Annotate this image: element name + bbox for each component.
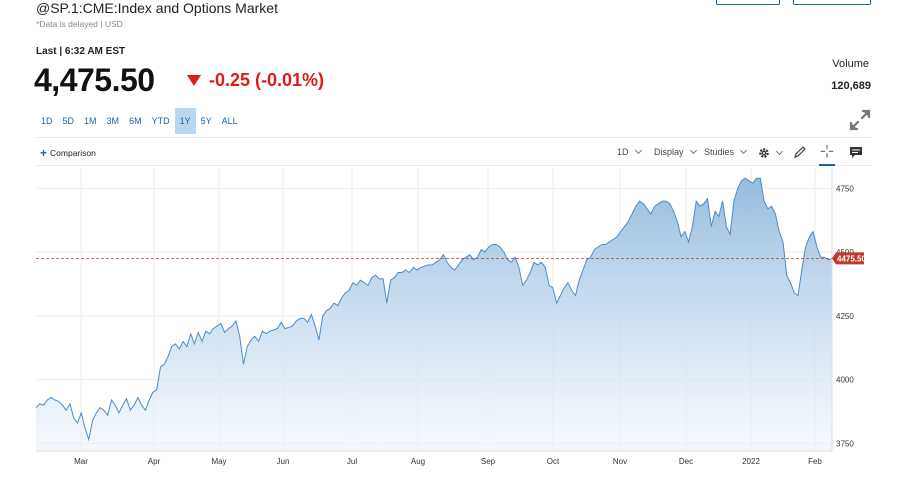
y-tick-label: 3750 <box>836 439 854 448</box>
y-tick-label: 4000 <box>836 376 854 385</box>
last-update-label: Last | 6:32 AM EST <box>36 46 126 57</box>
last-price-badge: 4475.50 <box>832 252 866 265</box>
range-all[interactable]: ALL <box>221 116 238 126</box>
y-tick-label: 4250 <box>836 312 854 321</box>
chart-toolbar: + Comparison 1D Display Studies <box>36 140 872 166</box>
x-tick-label: May <box>211 457 226 466</box>
time-range-selector: 1D 5D 1M 3M 6M YTD 1Y 5Y ALL <box>36 108 243 134</box>
down-arrow-icon <box>187 75 201 86</box>
price-area <box>36 178 832 451</box>
range-ytd[interactable]: YTD <box>151 116 170 126</box>
comparison-button[interactable]: + Comparison <box>40 146 96 160</box>
range-5d[interactable]: 5D <box>62 116 75 126</box>
studies-dropdown[interactable]: Studies <box>704 146 748 157</box>
comment-icon[interactable] <box>848 144 864 160</box>
chevron-down-icon <box>739 146 748 155</box>
chevron-down-icon <box>634 146 642 155</box>
y-tick-label: 4750 <box>836 184 854 193</box>
x-tick-label: Feb <box>808 457 822 466</box>
top-action-button-2[interactable] <box>793 0 871 5</box>
range-3m[interactable]: 3M <box>106 116 120 126</box>
divider <box>36 137 872 138</box>
x-tick-label: Mar <box>74 457 88 466</box>
x-tick-label: Sep <box>481 457 496 466</box>
settings-dropdown[interactable] <box>758 147 784 159</box>
range-1m[interactable]: 1M <box>84 116 97 126</box>
top-action-button-1[interactable] <box>716 0 780 5</box>
price-change-value: -0.25 (-0.01%) <box>209 70 325 90</box>
x-tick-label: Jul <box>347 457 357 466</box>
delay-note: *Data is delayed | USD <box>36 19 123 29</box>
interval-dropdown[interactable]: 1D <box>617 146 642 157</box>
range-1d[interactable]: 1D <box>41 116 53 126</box>
last-price-badge-text: 4475.50 <box>837 254 866 263</box>
x-tick-label: Dec <box>679 457 693 466</box>
display-dropdown[interactable]: Display <box>654 146 697 157</box>
chevron-down-icon <box>689 146 697 155</box>
price-chart[interactable]: 37504000425045004750MarAprMayJunJulAugSe… <box>0 166 900 483</box>
volume-label: Volume <box>832 58 869 70</box>
last-price: 4,475.50 <box>34 62 155 98</box>
studies-label: Studies <box>704 147 735 157</box>
interval-label: 1D <box>617 147 629 157</box>
gear-icon <box>759 148 769 158</box>
x-tick-label: 2022 <box>742 457 760 466</box>
x-tick-label: Nov <box>613 457 627 466</box>
pencil-icon[interactable] <box>792 144 808 160</box>
x-tick-label: Jun <box>277 457 290 466</box>
x-tick-label: Apr <box>148 457 161 466</box>
x-tick-label: Aug <box>411 457 425 466</box>
expand-icon[interactable] <box>848 108 872 132</box>
range-5y[interactable]: 5Y <box>200 116 212 126</box>
instrument-title: @SP.1:CME:Index and Options Market <box>36 0 278 16</box>
display-label: Display <box>654 147 684 157</box>
range-6m[interactable]: 6M <box>129 116 142 126</box>
range-1y[interactable]: 1Y <box>174 108 196 134</box>
price-line <box>35 177 833 442</box>
volume-value: 120,689 <box>831 80 871 92</box>
x-tick-label: Oct <box>547 457 560 466</box>
chevron-down-icon <box>775 147 784 156</box>
price-change: -0.25 (-0.01%) <box>187 70 324 91</box>
comparison-label: Comparison <box>50 148 96 158</box>
plus-icon: + <box>40 146 48 160</box>
crosshair-icon[interactable] <box>819 144 835 166</box>
